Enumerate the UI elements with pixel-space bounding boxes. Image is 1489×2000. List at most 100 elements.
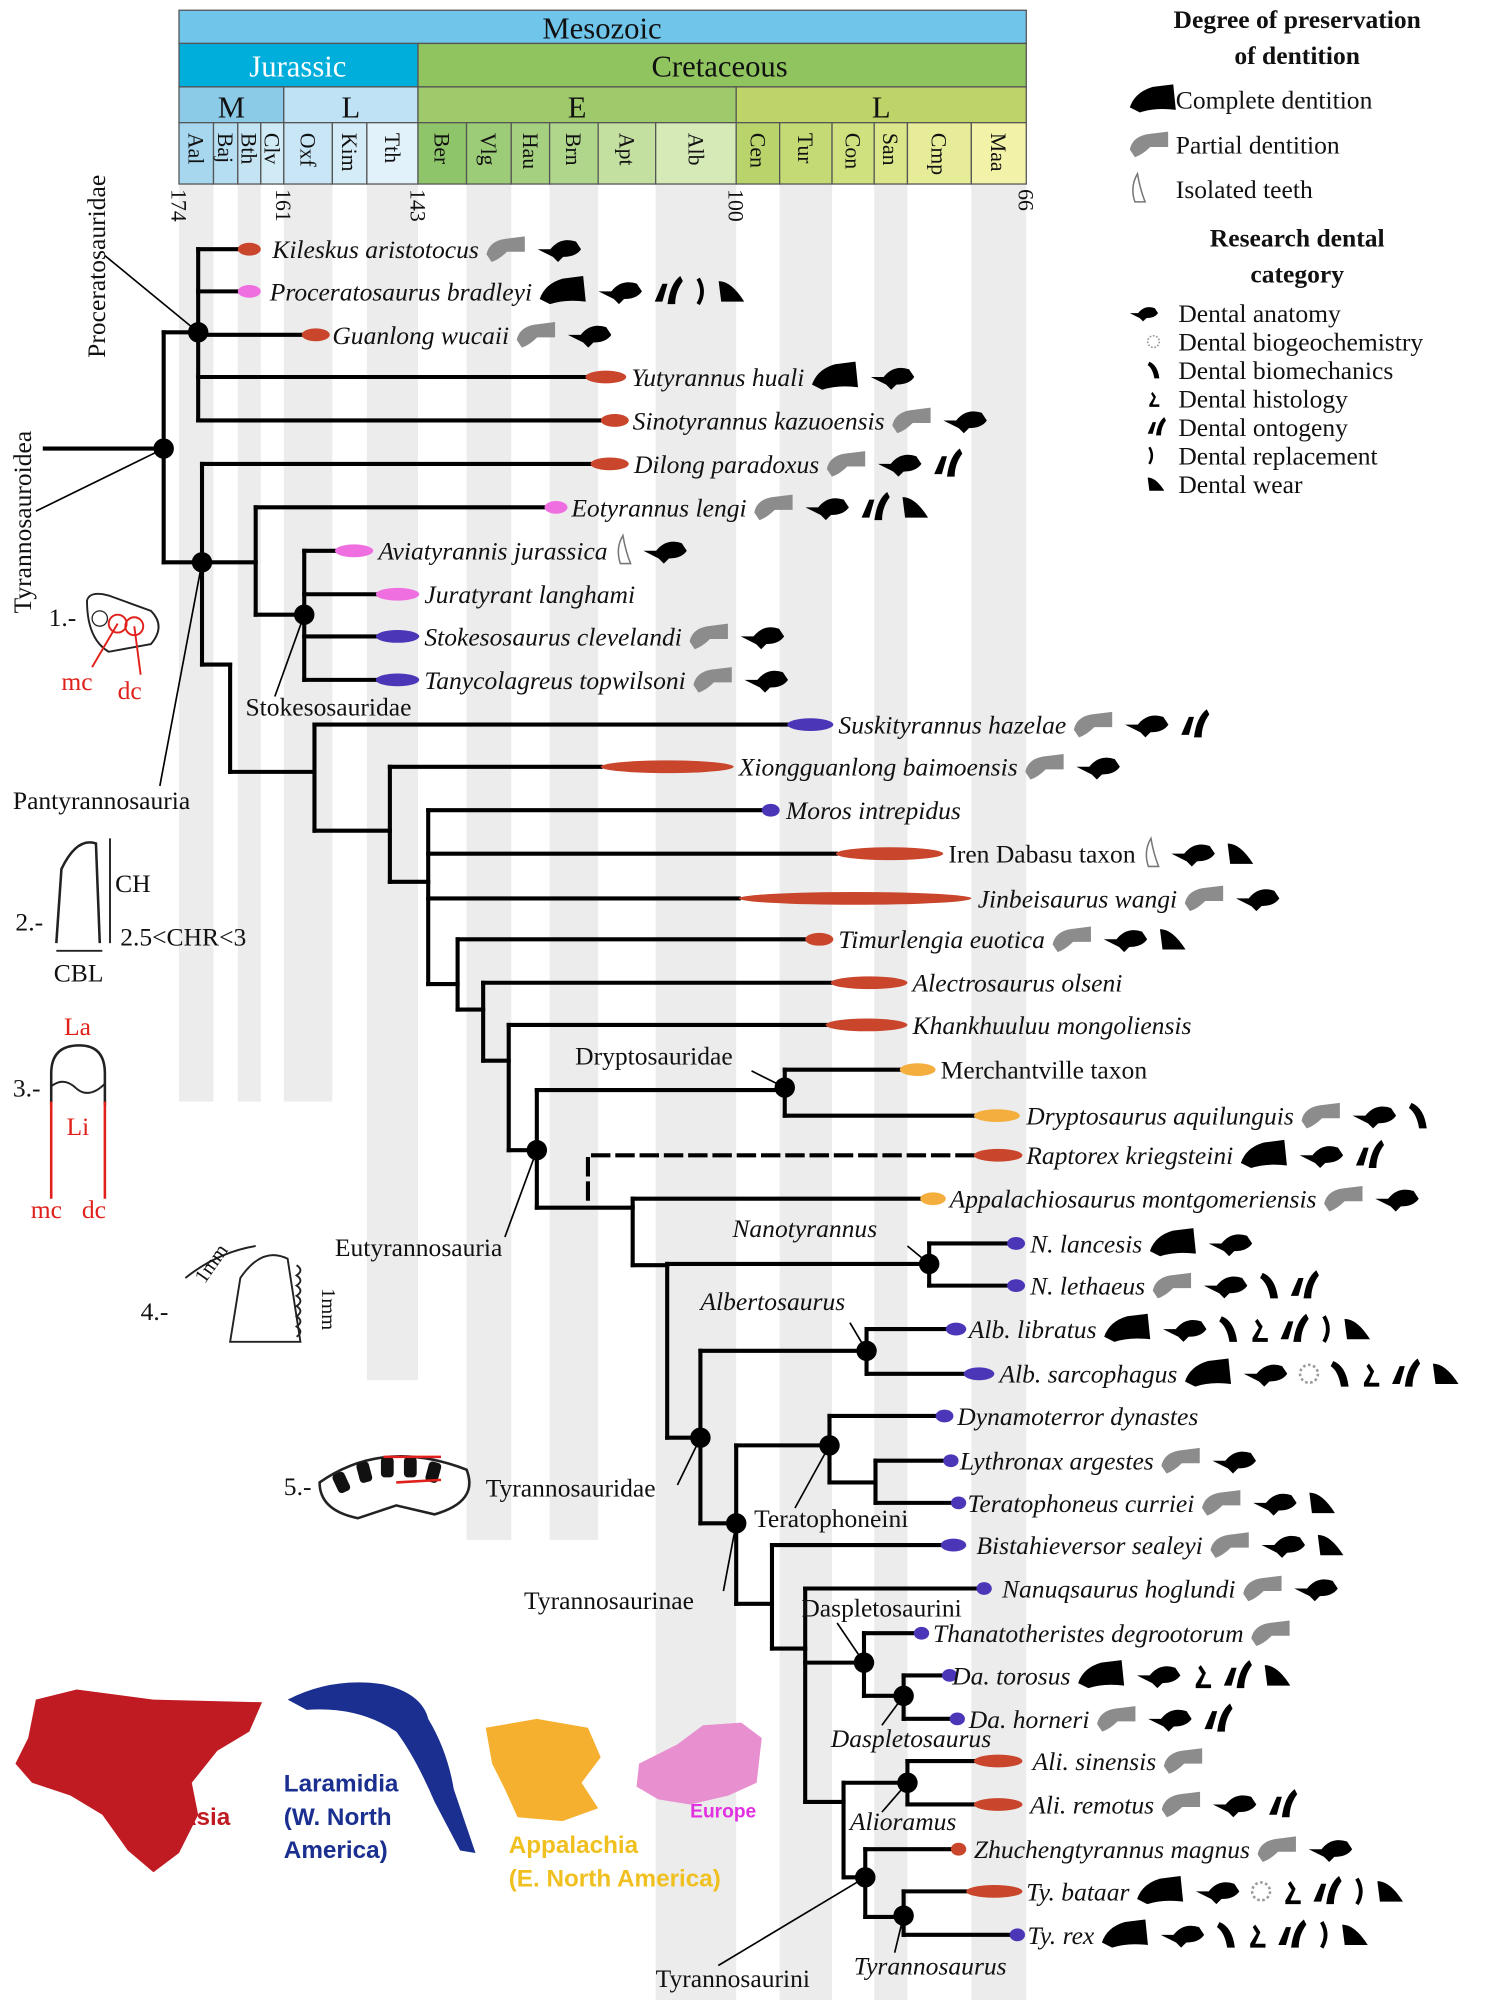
- stratigraphic-range-bar: [237, 284, 261, 298]
- ontogeny-icon: [1204, 1703, 1233, 1732]
- era-label: Mesozoic: [542, 11, 661, 45]
- biomechanics-icon: [1260, 1272, 1278, 1299]
- partial-icon: [516, 322, 556, 348]
- ontogeny-icon: [1269, 1789, 1298, 1818]
- complete-icon: [1149, 1228, 1196, 1257]
- stratigraphic-range-bar: [237, 242, 261, 256]
- taxon-row: Ali. sinensis: [973, 1747, 1203, 1776]
- wear-icon: [1432, 1363, 1459, 1385]
- stage-label: Kim: [337, 133, 361, 172]
- taxon-name: Zhuchengtyrannus magnus: [974, 1835, 1250, 1864]
- clade-node: [187, 322, 209, 343]
- stage-cell: [212, 122, 239, 185]
- clade-label: Proceratosauridae: [82, 175, 111, 358]
- clade-node: [191, 552, 213, 573]
- ontogeny-icon: [934, 448, 963, 477]
- label-li: Li: [67, 1112, 90, 1141]
- histology-icon: [1252, 1318, 1268, 1342]
- partial-icon: [1073, 711, 1113, 738]
- taxon-row: N. lancesis: [1007, 1228, 1253, 1258]
- taxon-name: Moros intrepidus: [785, 796, 961, 825]
- taxon-row: Kileskus aristotocus: [237, 235, 582, 264]
- taxon-row: N. lethaeus: [1007, 1270, 1319, 1301]
- stage-label: Brn: [561, 133, 585, 166]
- partial-icon: [892, 407, 931, 434]
- taxon-row: Alb. sarcophagus: [963, 1358, 1459, 1389]
- taxon-row: Aviatyrannis jurassica: [334, 533, 687, 566]
- wear-icon: [1264, 1665, 1291, 1686]
- map-label-europe: Europe: [690, 1801, 756, 1822]
- partial-icon: [1161, 1791, 1201, 1818]
- partial-icon: [1129, 131, 1169, 158]
- clade-pointer: [751, 1070, 786, 1089]
- partial-icon: [1161, 1447, 1200, 1474]
- wear-icon: [718, 281, 745, 302]
- legend-preservation-title: of dentition: [1234, 41, 1360, 70]
- taxon-row: Yutyrannus huali: [585, 361, 915, 392]
- wear-icon: [1147, 477, 1165, 491]
- clade-label: Tyrannosauridae: [486, 1473, 656, 1502]
- stage-label: Cen: [745, 133, 769, 168]
- stage-label: Con: [840, 133, 864, 169]
- stage-cell: [779, 122, 833, 185]
- stratigraphic-range-bar: [805, 932, 834, 946]
- isolated-icon: [1145, 836, 1160, 868]
- taxon-row: Alectrosaurus olseni: [830, 969, 1122, 998]
- stratigraphic-range-bar: [935, 1409, 954, 1423]
- taxon-name: Kileskus aristotocus: [271, 235, 479, 264]
- character-3-diagram: 3.- La Li mc dc: [13, 1012, 107, 1224]
- label-ch: CH: [115, 869, 151, 898]
- stratigraphic-range-bar: [943, 1454, 959, 1468]
- taxon-name: Yutyrannus huali: [631, 363, 804, 392]
- partial-icon: [693, 667, 732, 693]
- taxon-name: Iren Dabasu taxon: [948, 840, 1135, 869]
- clade-label: Daspletosaurus: [830, 1724, 991, 1753]
- stage-label: Maa: [986, 133, 1010, 172]
- stratigraphic-range-bar: [949, 1712, 965, 1726]
- taxon-name: Xiongguanlong baimoensis: [738, 753, 1018, 782]
- taxon-name: Proceratosaurus bradleyi: [269, 277, 532, 306]
- char-number: 2.-: [15, 907, 43, 936]
- stage-cell: [510, 122, 551, 185]
- anatomy-icon: [943, 411, 987, 434]
- taxon-name: Alb. libratus: [967, 1315, 1097, 1344]
- age-tick-label: 66: [1014, 189, 1038, 211]
- taxon-name: Juratyrant langhami: [424, 580, 635, 609]
- taxon-name: Jinbeisaurus wangi: [978, 884, 1177, 913]
- replacement-icon: [1322, 1315, 1330, 1343]
- stage-cell: [465, 122, 512, 185]
- anatomy-icon: [1308, 1840, 1353, 1862]
- complete-icon: [1240, 1139, 1287, 1169]
- clade-labels: Proceratosauridae Tyrannosauroidea Stokeso…: [8, 175, 1007, 1993]
- age-tick-label: 161: [271, 189, 295, 222]
- label-cbl: CBL: [54, 958, 104, 987]
- stratigraphic-range-bar: [966, 1884, 1023, 1898]
- taxon-name: N. lethaeus: [1029, 1272, 1145, 1301]
- anatomy-icon: [1235, 889, 1280, 912]
- taxon-row: Zhuchengtyrannus magnus: [950, 1835, 1353, 1864]
- clade-label: Tyrannosaurinae: [524, 1586, 694, 1615]
- laramidia-landmass: [287, 1682, 476, 1854]
- taxon-row: Da. torosus: [941, 1660, 1291, 1690]
- stratigraphic-range-bar: [835, 847, 944, 861]
- anatomy-icon: [1208, 1234, 1253, 1257]
- wear-icon: [1377, 1881, 1403, 1902]
- taxon-row: Lythronax argestes: [943, 1447, 1256, 1476]
- taxon-name: Aviatyrannis jurassica: [376, 537, 607, 566]
- age-tick-label: 100: [724, 189, 748, 222]
- taxon-name: Ty. bataar: [1026, 1877, 1130, 1906]
- stage-label: Hau: [518, 133, 542, 169]
- clade-pointer: [906, 1245, 930, 1265]
- wear-icon: [1317, 1534, 1344, 1556]
- anatomy-icon: [1212, 1451, 1256, 1474]
- legend-item-biomechanics: Dental biomechanics: [1178, 356, 1393, 385]
- taxon-name: Raptorex kriegsteini: [1025, 1141, 1233, 1170]
- clade-pointer: [159, 562, 203, 787]
- legend-item-replacement: Dental replacement: [1178, 442, 1377, 471]
- partial-icon: [1152, 1272, 1192, 1299]
- biomechanics-icon: [1330, 1361, 1349, 1387]
- clade-pointer: [794, 1444, 831, 1509]
- taxon-name: Khankhuuluu mongoliensis: [912, 1011, 1192, 1040]
- stratigraphic-range-bar: [600, 760, 734, 774]
- clade-label: Dryptosauridae: [575, 1042, 733, 1071]
